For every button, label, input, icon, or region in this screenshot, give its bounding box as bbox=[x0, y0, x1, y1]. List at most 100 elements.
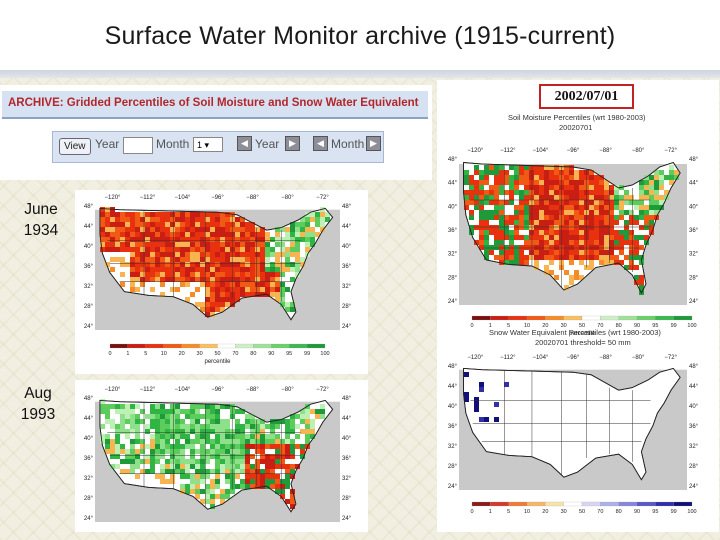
map-cell bbox=[599, 250, 604, 255]
map-cell bbox=[115, 404, 120, 409]
map-cell bbox=[265, 252, 270, 257]
map-cell bbox=[544, 215, 549, 220]
year-input[interactable] bbox=[123, 137, 153, 154]
map-cell bbox=[195, 242, 200, 247]
map-cell bbox=[205, 419, 210, 424]
legend-tick-label: 1 bbox=[489, 509, 492, 515]
latitude-tick-label: 28° bbox=[84, 304, 94, 310]
next-year-arrow-icon[interactable]: ▶ bbox=[285, 136, 300, 151]
map-cell bbox=[579, 255, 584, 260]
map-cell bbox=[210, 272, 215, 277]
map-cell bbox=[574, 235, 579, 240]
map-cell bbox=[190, 484, 195, 489]
longitude-tick-label: −96° bbox=[567, 355, 580, 361]
map-cell bbox=[484, 240, 489, 245]
map-cell bbox=[230, 434, 235, 439]
legend-swatch bbox=[127, 343, 146, 349]
map-cell bbox=[534, 255, 539, 260]
map-cell bbox=[484, 250, 489, 255]
map-cell bbox=[290, 474, 295, 479]
map-cell bbox=[215, 464, 220, 469]
map-cell bbox=[574, 200, 579, 205]
map-cell bbox=[170, 404, 175, 409]
prev-year-arrow-icon[interactable]: ◀ bbox=[237, 136, 252, 151]
map-cell bbox=[165, 272, 170, 277]
longitude-tick-label: −72° bbox=[316, 387, 329, 393]
map-cell bbox=[170, 227, 175, 232]
map-cell bbox=[554, 275, 559, 280]
map-cell bbox=[215, 474, 220, 479]
map-cell bbox=[140, 262, 145, 267]
map-cell bbox=[150, 272, 155, 277]
longitude-tick-label: −96° bbox=[211, 387, 224, 393]
map-cell bbox=[215, 479, 220, 484]
map-cell bbox=[464, 170, 469, 175]
map-cell bbox=[220, 262, 225, 267]
map-cell bbox=[165, 409, 170, 414]
map-cell bbox=[240, 469, 245, 474]
map-cell bbox=[549, 230, 554, 235]
map-cell bbox=[524, 180, 529, 185]
map-cell bbox=[524, 195, 529, 200]
map-cell bbox=[539, 180, 544, 185]
map-cell bbox=[215, 267, 220, 272]
map-cell bbox=[280, 302, 285, 307]
map-cell bbox=[200, 237, 205, 242]
map-cell bbox=[270, 484, 275, 489]
map-cell bbox=[315, 222, 320, 227]
map-cell bbox=[240, 479, 245, 484]
map-cell bbox=[280, 287, 285, 292]
map-cell bbox=[260, 424, 265, 429]
map-cell bbox=[504, 190, 509, 195]
map-cell bbox=[305, 227, 310, 232]
prev-month-arrow-icon[interactable]: ◀ bbox=[313, 136, 328, 151]
map-cell bbox=[484, 210, 489, 215]
latitude-tick-label: 40° bbox=[342, 244, 352, 250]
map-cell bbox=[115, 434, 120, 439]
map-cell bbox=[150, 267, 155, 272]
map-cell bbox=[230, 282, 235, 287]
map-cell bbox=[544, 205, 549, 210]
map-cell bbox=[215, 272, 220, 277]
map-cell bbox=[574, 205, 579, 210]
map-cell bbox=[589, 185, 594, 190]
map-cell bbox=[549, 165, 554, 170]
legend-swatch bbox=[145, 343, 164, 349]
map-cell bbox=[569, 175, 574, 180]
map-cell bbox=[160, 454, 165, 459]
month-select[interactable]: 1 ▾ bbox=[193, 137, 223, 152]
map-cell bbox=[280, 272, 285, 277]
map-cell bbox=[215, 484, 220, 489]
map-cell bbox=[479, 170, 484, 175]
map-cell bbox=[105, 414, 110, 419]
map-cell bbox=[275, 444, 280, 449]
map-cell bbox=[235, 252, 240, 257]
map-cell bbox=[145, 277, 150, 282]
map-cell bbox=[574, 180, 579, 185]
map-cell bbox=[554, 240, 559, 245]
map-cell bbox=[100, 434, 105, 439]
map-cell bbox=[594, 220, 599, 225]
map-cell bbox=[190, 449, 195, 454]
map-cell bbox=[185, 257, 190, 262]
map-cell bbox=[255, 419, 260, 424]
map-cell bbox=[245, 292, 250, 297]
map-cell bbox=[639, 190, 644, 195]
map-cell bbox=[115, 439, 120, 444]
map-cell bbox=[120, 419, 125, 424]
map-cell bbox=[629, 260, 634, 265]
map-cell bbox=[280, 252, 285, 257]
map-cell bbox=[200, 434, 205, 439]
view-button[interactable]: View bbox=[59, 138, 91, 155]
map-cell bbox=[519, 205, 524, 210]
map-cell bbox=[509, 190, 514, 195]
map-cell bbox=[105, 227, 110, 232]
map-cell bbox=[260, 459, 265, 464]
map-cell bbox=[210, 242, 215, 247]
map-cell bbox=[250, 272, 255, 277]
map-cell bbox=[260, 429, 265, 434]
map-cell bbox=[130, 282, 135, 287]
next-month-arrow-icon[interactable]: ▶ bbox=[366, 136, 381, 151]
map-cell bbox=[190, 292, 195, 297]
map-cell bbox=[265, 474, 270, 479]
